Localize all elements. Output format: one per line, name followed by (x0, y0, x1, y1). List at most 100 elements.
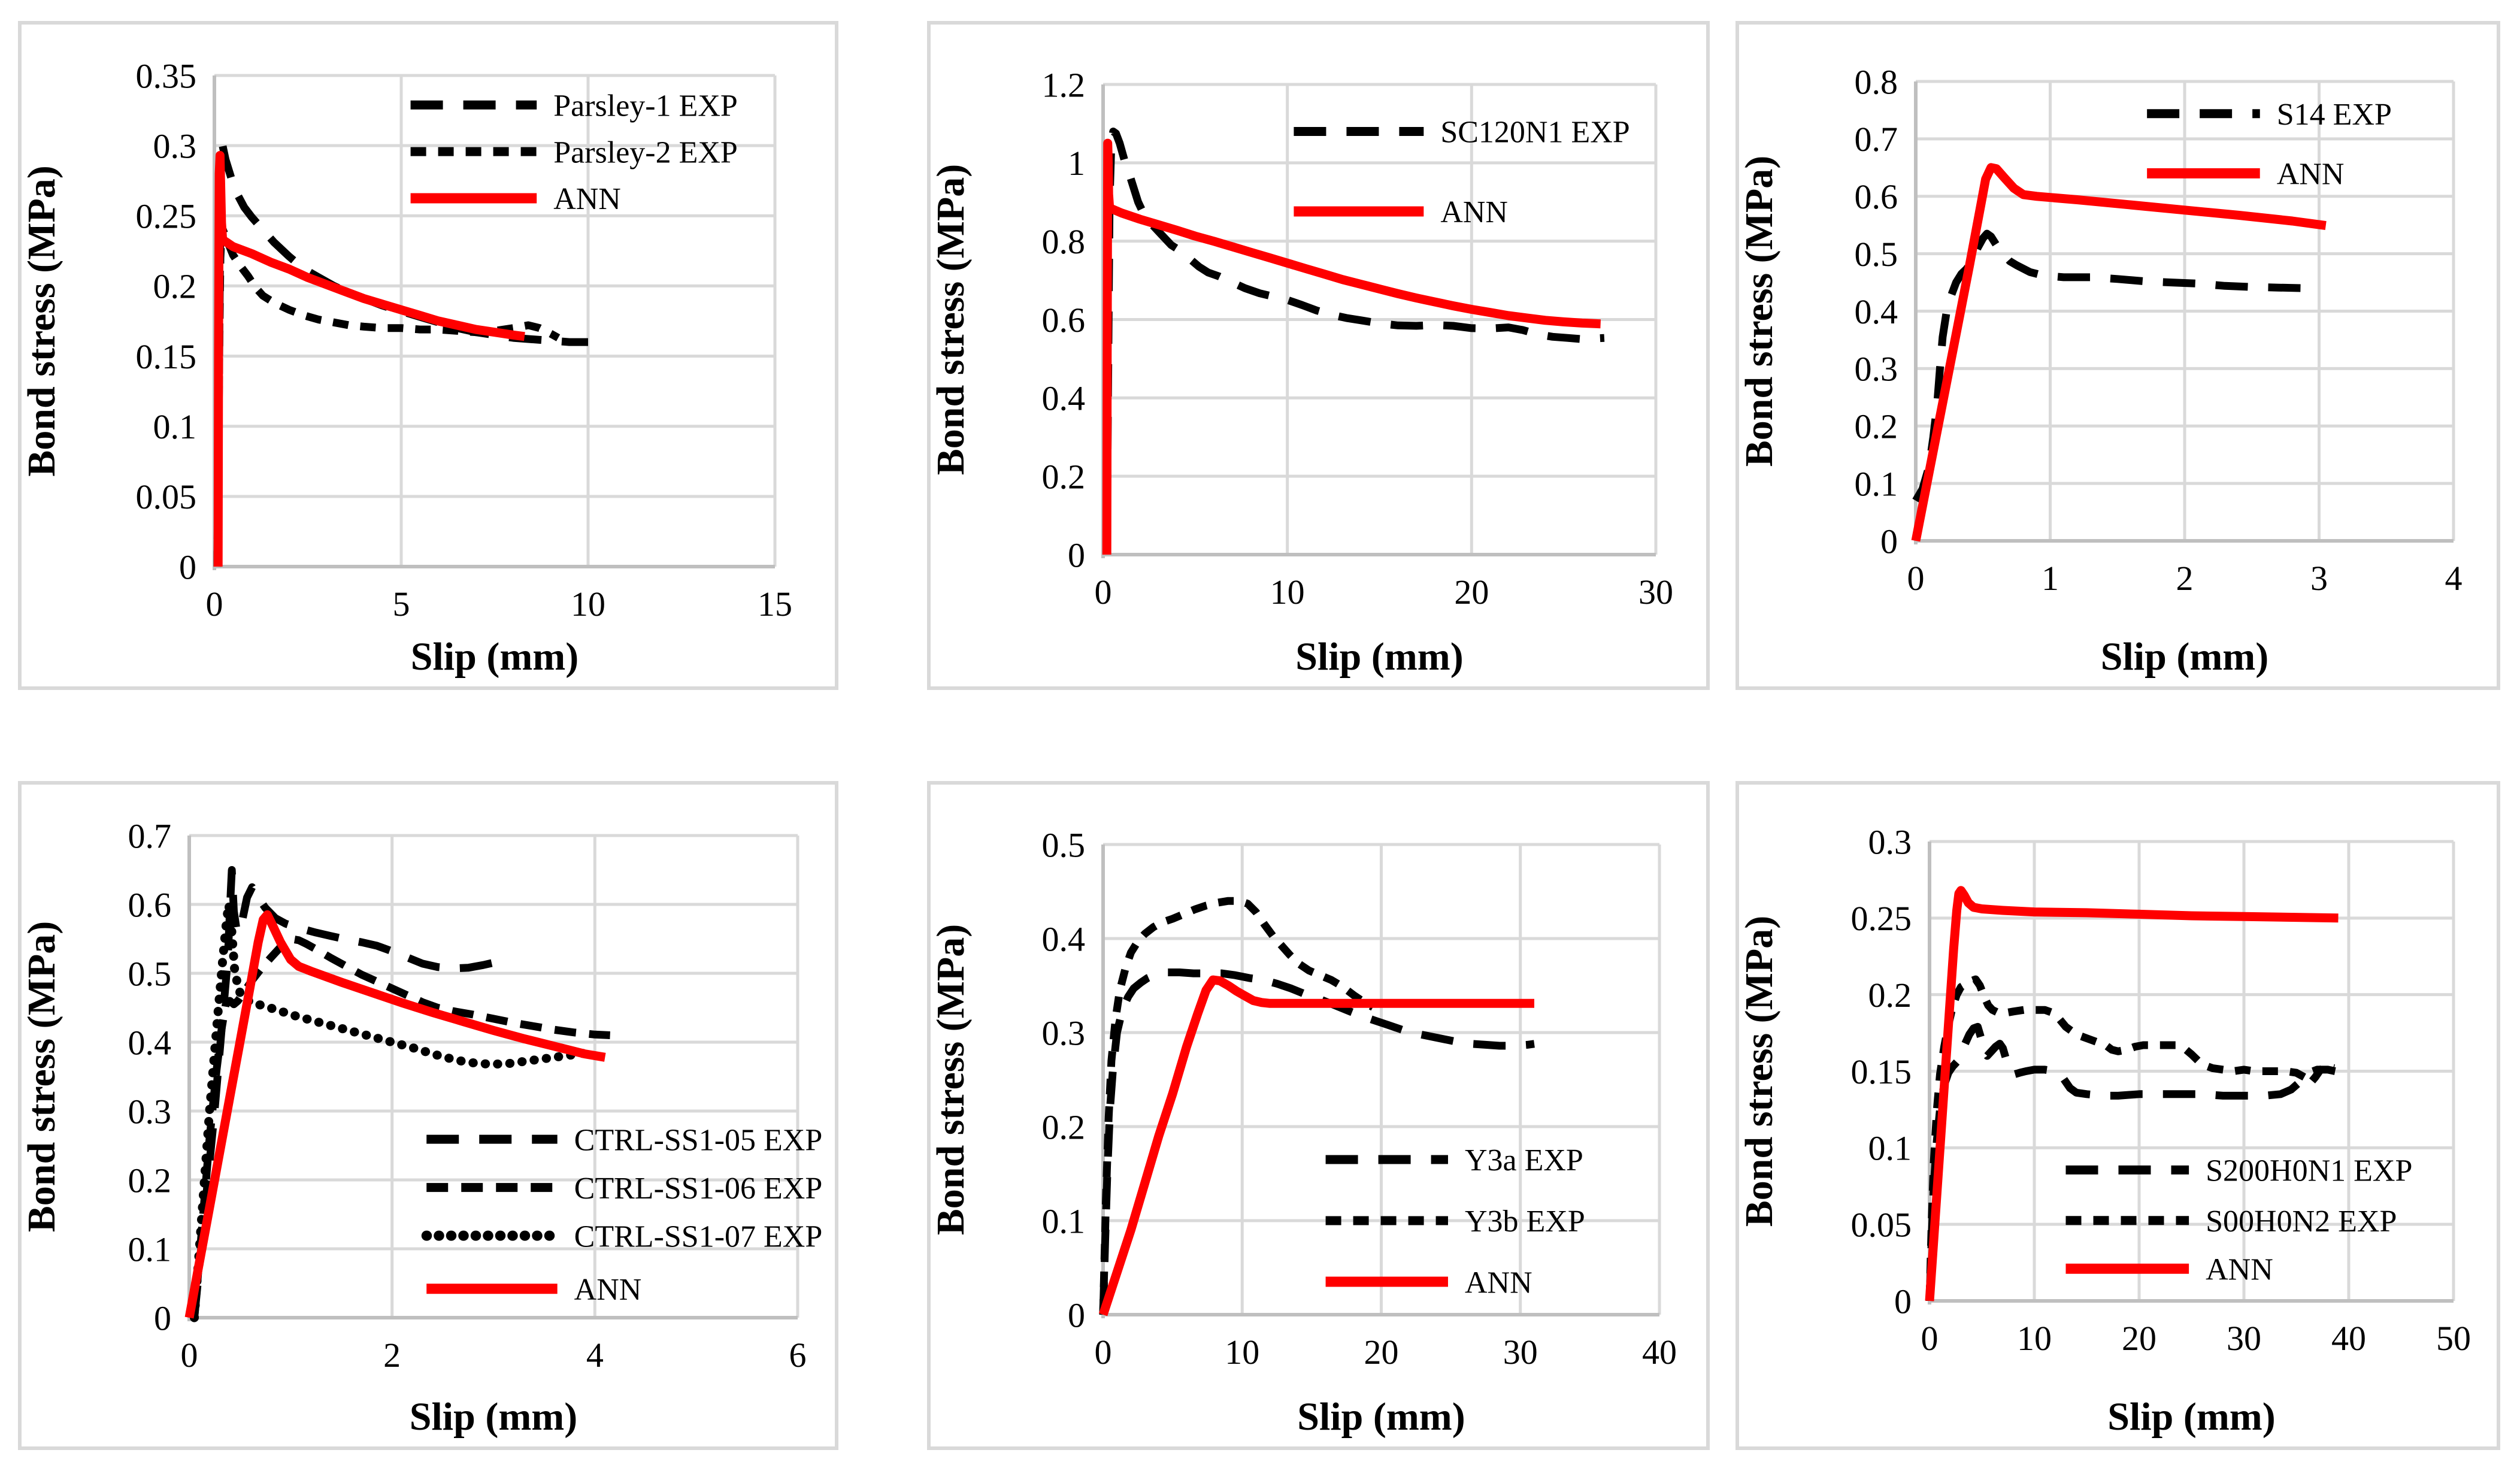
series-line-ANN (1102, 138, 1601, 555)
x-tick-label: 30 (2227, 1319, 2261, 1358)
chart-canvas: 0 0.05 0.1 0.15 0.2 0.25 0.3 0.35 0 5 10 15 Slip (mm… (22, 56, 792, 679)
legend-label: Parsley-1 EXP (553, 89, 738, 123)
legend-label: S14 EXP (2277, 98, 2392, 132)
legend-label: CTRL-SS1-06 EXP (574, 1172, 823, 1206)
x-tick-label: 2 (383, 1336, 401, 1375)
y-tick-label: 0 (1068, 535, 1085, 574)
x-tick-label: 20 (1364, 1333, 1399, 1372)
legend-label: ANN (2206, 1253, 2273, 1287)
series-line-Y3a-EXP (1099, 968, 1535, 1315)
y-tick-label: 0.1 (128, 1230, 172, 1269)
y-tick-label: 0.1 (1855, 464, 1898, 503)
legend-label: CTRL-SS1-07 EXP (574, 1219, 823, 1254)
y-tick-label: 0.8 (1042, 222, 1086, 261)
chart-panel-2: 0 0.2 0.4 0.6 0.8 1 1.2 0 10 20 30 Slip (mm) Bond st… (927, 21, 1710, 690)
y-tick-label: 0 (179, 547, 196, 586)
y-axis-title: Bond stress (MPa) (1739, 156, 1781, 467)
x-tick-label: 0 (206, 585, 223, 623)
y-tick-label: 0.35 (136, 56, 197, 95)
y-tick-label: 0.1 (1868, 1129, 1912, 1168)
chart-panel-1: 0 0.05 0.1 0.15 0.2 0.25 0.3 0.35 0 5 10 15 Slip (mm… (18, 21, 838, 690)
y-tick-label: 0.8 (1855, 62, 1898, 101)
legend-label: S200H0N1 EXP (2206, 1154, 2412, 1188)
y-tick-label: 0.15 (1851, 1052, 1912, 1091)
y-tick-label: 0.1 (153, 407, 197, 446)
chart-panel-3: 0 0.1 0.2 0.3 0.4 0.5 0.6 0.7 0.8 0 1 2 3 4 Slip (mm) B… (1735, 21, 2500, 690)
x-tick-label: 40 (2331, 1319, 2366, 1358)
series-line-ANN (184, 910, 606, 1319)
x-tick-label: 10 (1225, 1333, 1259, 1372)
series-line-Parsley-2-EXP (213, 223, 561, 567)
chart-canvas: 0 0.1 0.2 0.3 0.4 0.5 0.6 0.7 0 2 4 6 Slip (mm) Bond … (22, 816, 823, 1439)
series-line-CTRL-SS1-05-EXP (190, 866, 510, 1318)
y-tick-label: 1 (1068, 144, 1085, 183)
x-axis-title: Slip (mm) (1297, 1395, 1465, 1439)
legend-label: SC120N1 EXP (1440, 116, 1629, 150)
chart-panel-5: 0 0.1 0.2 0.3 0.4 0.5 0 10 20 30 40 Slip (mm) Bond s… (927, 781, 1710, 1450)
y-tick-label: 0 (1894, 1282, 1912, 1321)
series-line-ANN (1098, 975, 1534, 1316)
x-tick-label: 10 (1270, 573, 1305, 612)
y-tick-label: 0.2 (1855, 407, 1898, 446)
x-tick-label: 3 (2310, 559, 2328, 598)
y-tick-label: 1.2 (1042, 65, 1086, 104)
y-tick-label: 0.4 (128, 1023, 172, 1062)
x-tick-label: 10 (571, 585, 605, 623)
series-line-S00H0N2-EXP (1925, 975, 2336, 1301)
legend-label: Y3b EXP (1465, 1204, 1585, 1239)
x-axis-title: Slip (mm) (2107, 1395, 2276, 1439)
x-tick-label: 1 (2042, 559, 2059, 598)
chart-panel-6: 0 0.05 0.1 0.15 0.2 0.25 0.3 0 10 20 30 40 50 Slip (m… (1735, 781, 2500, 1450)
x-tick-label: 4 (2445, 559, 2463, 598)
legend-label: ANN (1465, 1266, 1532, 1300)
y-axis-title: Bond stress (MPa) (1739, 916, 1781, 1227)
legend-label: Y3a EXP (1465, 1143, 1583, 1178)
x-axis-title: Slip (mm) (410, 1395, 578, 1439)
y-tick-label: 0.5 (1042, 825, 1086, 864)
chart-canvas: 0 0.2 0.4 0.6 0.8 1 1.2 0 10 20 30 Slip (mm) Bond st… (931, 65, 1673, 679)
legend-label: ANN (574, 1273, 642, 1307)
y-tick-label: 0.5 (1855, 235, 1898, 274)
y-tick-label: 0.4 (1042, 379, 1086, 418)
y-tick-label: 0.6 (1855, 177, 1898, 216)
y-tick-label: 0.3 (1868, 822, 1912, 861)
chart-canvas: 0 0.1 0.2 0.3 0.4 0.5 0 10 20 30 40 Slip (mm) Bond s… (931, 825, 1677, 1439)
y-tick-label: 0 (1880, 522, 1898, 561)
y-tick-label: 0.4 (1855, 292, 1898, 331)
x-tick-label: 5 (393, 585, 410, 623)
y-tick-label: 0.5 (128, 954, 172, 993)
y-axis-title: Bond stress (MPa) (931, 164, 973, 475)
y-tick-label: 0.3 (1855, 350, 1898, 389)
y-tick-label: 0.2 (128, 1161, 172, 1200)
chart-canvas: 0 0.05 0.1 0.15 0.2 0.25 0.3 0 10 20 30 40 50 Slip (m… (1739, 822, 2471, 1439)
y-tick-label: 0 (154, 1299, 171, 1337)
legend-label: CTRL-SS1-05 EXP (574, 1123, 823, 1157)
x-tick-label: 30 (1503, 1333, 1538, 1372)
x-tick-label: 2 (2176, 559, 2194, 598)
series-line-Y3b-EXP (1099, 897, 1375, 1315)
series-line-ANN (213, 151, 525, 567)
series-line-S200H0N1-EXP (1925, 1022, 2336, 1301)
y-tick-label: 0.1 (1042, 1201, 1086, 1240)
legend-label: Parsley-2 EXP (553, 135, 738, 170)
y-tick-label: 0.7 (1855, 120, 1898, 159)
y-tick-label: 0.7 (128, 816, 172, 855)
series-line-S14-EXP (1912, 229, 2319, 503)
legend-label: S00H0N2 EXP (2206, 1204, 2397, 1239)
y-tick-label: 0.15 (136, 337, 197, 376)
y-tick-label: 0.2 (1042, 457, 1086, 496)
x-tick-label: 0 (1921, 1319, 1939, 1358)
x-tick-label: 4 (586, 1336, 604, 1375)
y-tick-label: 0.6 (128, 885, 172, 924)
x-tick-label: 0 (1095, 573, 1112, 612)
x-tick-label: 20 (2122, 1319, 2156, 1358)
y-tick-label: 0.05 (1851, 1205, 1912, 1244)
y-axis-title: Bond stress (MPa) (22, 921, 63, 1232)
y-tick-label: 0 (1068, 1296, 1085, 1334)
y-tick-label: 0.3 (128, 1092, 172, 1131)
series-line-CTRL-SS1-06-EXP (190, 935, 611, 1318)
y-tick-label: 0.05 (136, 477, 197, 516)
x-tick-label: 0 (1907, 559, 1925, 598)
x-axis-title: Slip (mm) (411, 635, 579, 679)
y-tick-label: 0.6 (1042, 301, 1086, 340)
